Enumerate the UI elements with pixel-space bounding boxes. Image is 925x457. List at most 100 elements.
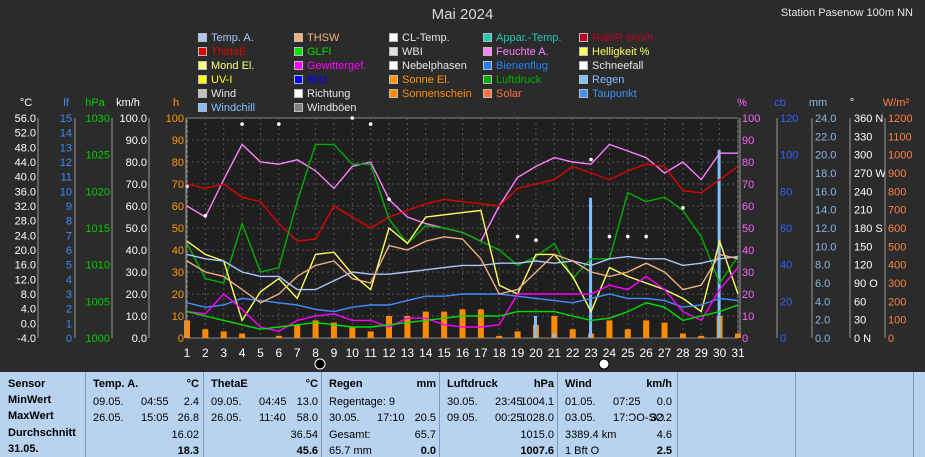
row-label: 31.05. — [8, 443, 39, 455]
min-date: 01.05. — [565, 396, 596, 408]
x-tick-label: 24 — [603, 346, 617, 360]
legend-item: Feuchte A. — [483, 46, 549, 59]
axis-tick-label: 400 — [888, 260, 906, 272]
x-tick-label: 14 — [419, 346, 433, 360]
axis-tick-label: 1100 — [888, 131, 912, 143]
direction-dot — [368, 122, 373, 126]
legend-label: Schneefall — [592, 60, 644, 72]
row-label: MaxWert — [8, 410, 54, 422]
min-value: 13.0 — [296, 396, 318, 408]
axis-tick-label: 40 — [172, 245, 184, 257]
max-time: 15:05 — [141, 412, 169, 424]
axis-tick-label: -4.0 — [17, 333, 36, 345]
sunshine-bar — [735, 333, 741, 338]
axis-tick-label: 2.0 — [815, 315, 830, 327]
max-value: 58.0 — [296, 412, 318, 424]
legend-item: Regen — [579, 74, 624, 87]
sunshine-bar — [367, 331, 374, 338]
legend-swatch — [483, 89, 492, 98]
axis-tick-label: 30 — [172, 267, 184, 279]
axis-tick-label: 1000 — [888, 150, 912, 162]
today-value: 1007.6 — [520, 445, 554, 457]
axis-tick-label: 100 — [780, 150, 798, 162]
axis-tick-label: 4.0 — [21, 304, 36, 316]
direction-dot — [350, 116, 355, 120]
axis-tick-label: 20 — [742, 289, 754, 301]
legend-item: Windchill — [198, 102, 255, 115]
x-tick-label: 1 — [184, 346, 191, 360]
legend-label: Temp. A. — [211, 32, 254, 44]
column-unit: km/h — [646, 378, 672, 390]
min-time: 04:55 — [141, 396, 169, 408]
axis-tick-label: 20.0 — [126, 289, 147, 301]
legend-swatch — [294, 103, 303, 112]
axis-tick-label: 200 — [888, 296, 906, 308]
sunshine-bar — [294, 324, 301, 338]
legend-swatch — [389, 61, 398, 70]
sunshine-bar — [496, 335, 503, 338]
direction-dot — [203, 213, 208, 218]
axis-tick-label: 28.0 — [15, 216, 36, 228]
legend-item: Wind — [198, 88, 236, 101]
max-date: 26.05. — [211, 412, 242, 424]
legend-label: Regen — [592, 74, 625, 86]
axis-tick-label: 13 — [60, 142, 72, 154]
x-tick-label: 22 — [566, 346, 580, 360]
x-tick-label: 11 — [364, 346, 377, 360]
axis-tick-label: 240 — [854, 186, 872, 198]
axis-tick-label: 90 — [172, 135, 184, 147]
table-column-divider — [557, 372, 558, 457]
x-tick-label: 10 — [346, 346, 360, 360]
series-line — [186, 209, 739, 323]
axis-tick-label: 1025 — [86, 150, 110, 162]
station-label: Station Pasenow 100m NN — [780, 7, 913, 19]
legend-swatch — [389, 47, 398, 56]
axis-tick-label: 40.0 — [126, 245, 147, 257]
legend-swatch — [579, 61, 588, 70]
min-time: 23:45 — [495, 396, 523, 408]
column-unit: °C — [305, 378, 318, 390]
legend-swatch — [294, 33, 303, 42]
axis-tick-label: 1010 — [86, 260, 110, 272]
axis-tick-label: 80 — [742, 157, 754, 169]
avg-value: 16.02 — [171, 429, 199, 441]
sunshine-bar — [514, 331, 521, 338]
axis-tick-label: 0.0 — [132, 333, 147, 345]
rain-bar — [552, 333, 556, 338]
sunshine-bar — [184, 320, 190, 338]
axis-tick-label: 90 O — [854, 278, 878, 290]
legend-item: Bienenflug — [483, 60, 548, 73]
legend-label: Helligkeit % — [592, 46, 650, 58]
table-column-divider — [321, 372, 322, 457]
axis-tick-label: 700 — [888, 205, 906, 217]
axis-tick-label: 0.0 — [815, 333, 830, 345]
max-date: 03.05. — [565, 412, 596, 424]
legend-swatch — [294, 61, 303, 70]
sunshine-bar — [459, 309, 466, 338]
legend-item: Solar — [483, 88, 522, 101]
avg-label: 3389.4 km — [565, 429, 617, 441]
x-tick-label: 12 — [382, 346, 396, 360]
axis-tick-label: 32.0 — [15, 201, 36, 213]
sunshine-bar — [330, 322, 337, 338]
direction-dot — [515, 234, 520, 239]
axis-tick-label: 5 — [66, 260, 72, 272]
axis-tick-label: 180 S — [854, 223, 883, 235]
sunshine-bar — [422, 311, 429, 338]
axis-tick-label: 8.0 — [21, 289, 36, 301]
legend-swatch — [198, 103, 207, 112]
axis-tick-label: 120 — [780, 113, 798, 125]
min-time: 04:45 — [259, 396, 287, 408]
legend-swatch — [579, 47, 588, 56]
sunshine-bar — [661, 322, 668, 338]
series-line — [186, 236, 739, 304]
legend-swatch — [389, 33, 398, 42]
axis-tick-label: 40.0 — [15, 172, 36, 184]
series-line — [186, 163, 739, 242]
legend-item: Appar.-Temp. — [483, 32, 561, 45]
axis-tick-label: 60 — [172, 201, 184, 213]
x-tick-label: 25 — [621, 346, 635, 360]
axis-tick-label: 300 — [888, 278, 906, 290]
axis-tick-label: 10 — [742, 311, 754, 323]
axis-tick-label: 20.0 — [15, 245, 36, 257]
